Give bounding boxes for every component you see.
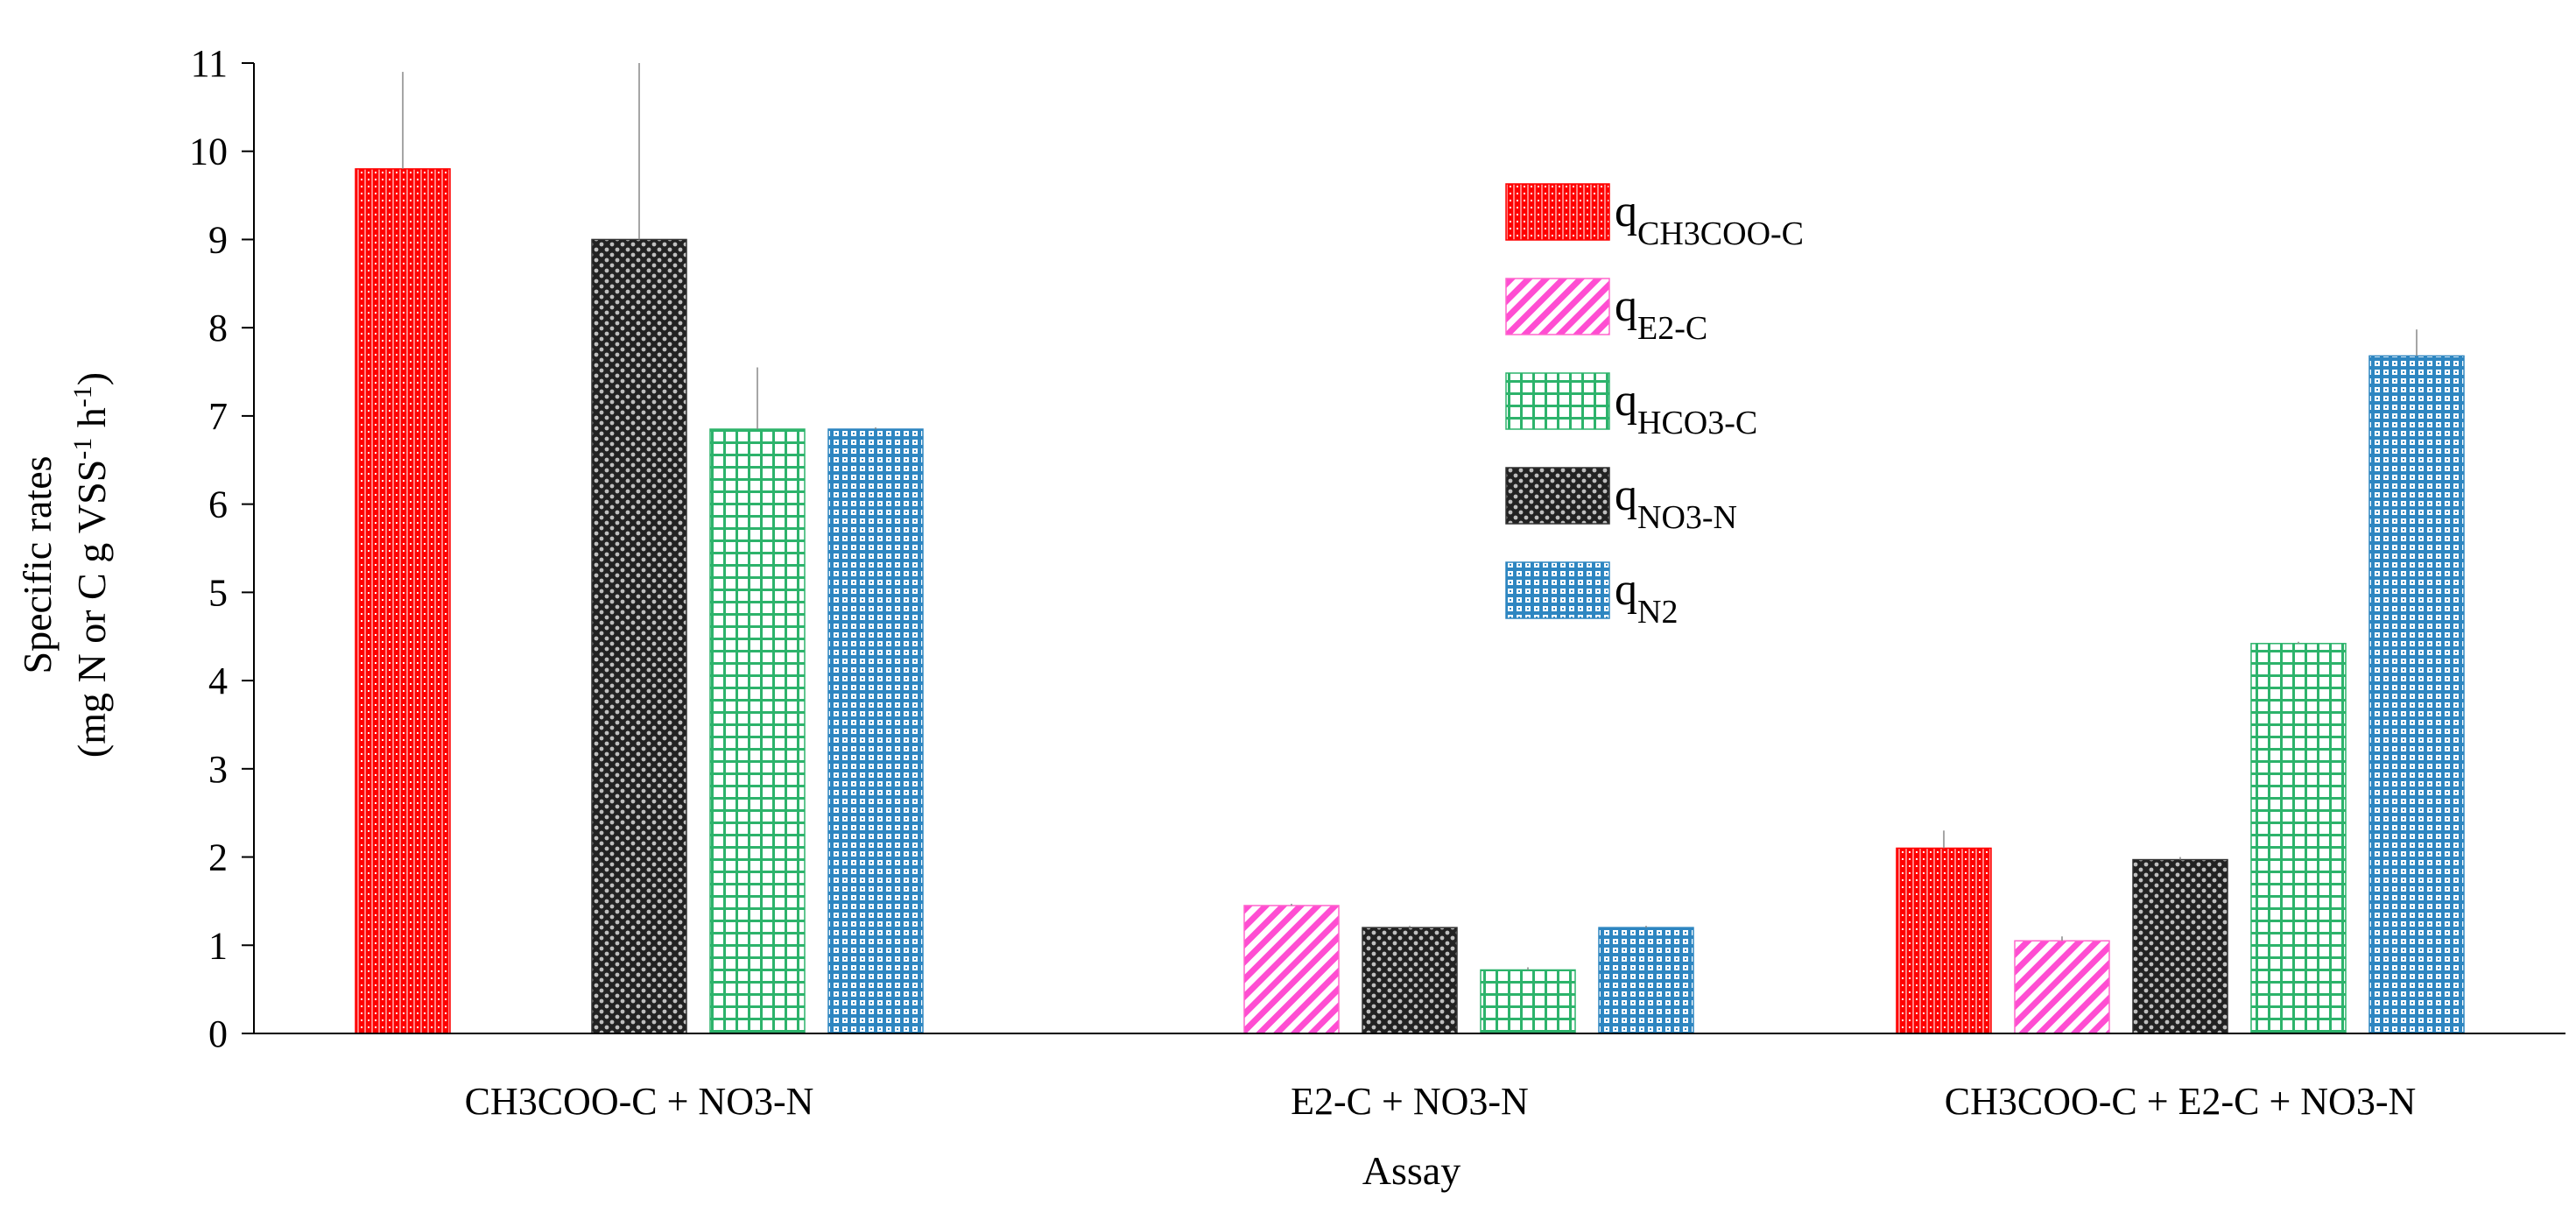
bar-e2-c-cat2	[1243, 905, 1340, 1034]
y-tick-label: 0	[208, 1012, 228, 1055]
y-tick-label: 7	[208, 395, 228, 438]
y-axis-ticks: 0 1 2 3 4 5 6 7 8 9 10 11	[189, 42, 254, 1055]
y-tick-label: 10	[189, 130, 228, 173]
bar-hco3-c-cat2	[1480, 969, 1576, 1034]
bar-n2-cat2	[1598, 927, 1694, 1034]
bar-no3-n-cat3	[2132, 858, 2228, 1034]
x-tick-label: CH3COO-C + NO3-N	[465, 1080, 814, 1123]
y-tick-label: 1	[208, 924, 228, 967]
y-tick-label: 5	[208, 571, 228, 614]
legend-swatch	[1505, 561, 1610, 619]
y-axis-title: Specific rates (mg N or C g VSS-1 h-1)	[15, 372, 114, 758]
y-tick-label: 3	[208, 748, 228, 791]
bar-n2-cat3	[2368, 355, 2465, 1034]
y-tick-label: 4	[208, 659, 228, 702]
y-axis-title-line2: (mg N or C g VSS-1 h-1)	[68, 372, 115, 758]
y-tick-label: 6	[208, 483, 228, 526]
bar-no3-n-cat1	[591, 238, 687, 1034]
y-tick-label: 2	[208, 836, 228, 879]
y-axis-title-line1: Specific rates	[15, 455, 60, 673]
legend-swatch	[1505, 183, 1610, 241]
bar-n2-cat1	[827, 428, 924, 1034]
x-axis-title: Assay	[1362, 1148, 1460, 1193]
legend-label: qCH3COO-C	[1615, 187, 1804, 252]
x-tick-label: CH3COO-C + E2-C + NO3-N	[1945, 1080, 2417, 1123]
legend-label: qHCO3-C	[1615, 376, 1757, 441]
legend-label: qE2-C	[1615, 281, 1707, 347]
y-tick-label: 9	[208, 218, 228, 261]
bar-hco3-c-cat3	[2250, 643, 2347, 1034]
x-axis-tick-labels: CH3COO-C + NO3-N E2-C + NO3-N CH3COO-C + E…	[465, 1080, 2417, 1123]
bars	[355, 168, 2465, 1034]
legend-label: qN2	[1615, 565, 1678, 631]
legend-swatch	[1505, 278, 1610, 335]
error-bars	[402, 63, 2418, 970]
bar-e2-c-cat3	[2014, 940, 2110, 1034]
bar-no3-n-cat2	[1362, 927, 1458, 1034]
y-tick-label: 8	[208, 307, 228, 349]
legend-swatch	[1505, 467, 1610, 525]
bar-ch3coo-c-cat3	[1896, 847, 1992, 1034]
legend-label: qNO3-N	[1615, 470, 1737, 536]
axes	[253, 63, 2565, 1034]
bar-hco3-c-cat1	[709, 428, 806, 1034]
legend-swatch	[1505, 372, 1610, 430]
x-tick-label: E2-C + NO3-N	[1291, 1080, 1529, 1123]
y-tick-label: 11	[191, 42, 228, 85]
legend: qCH3COO-C qE2-C qHCO3-C qNO3-N qN2	[1505, 183, 1804, 631]
bar-ch3coo-c-cat1	[355, 168, 451, 1034]
